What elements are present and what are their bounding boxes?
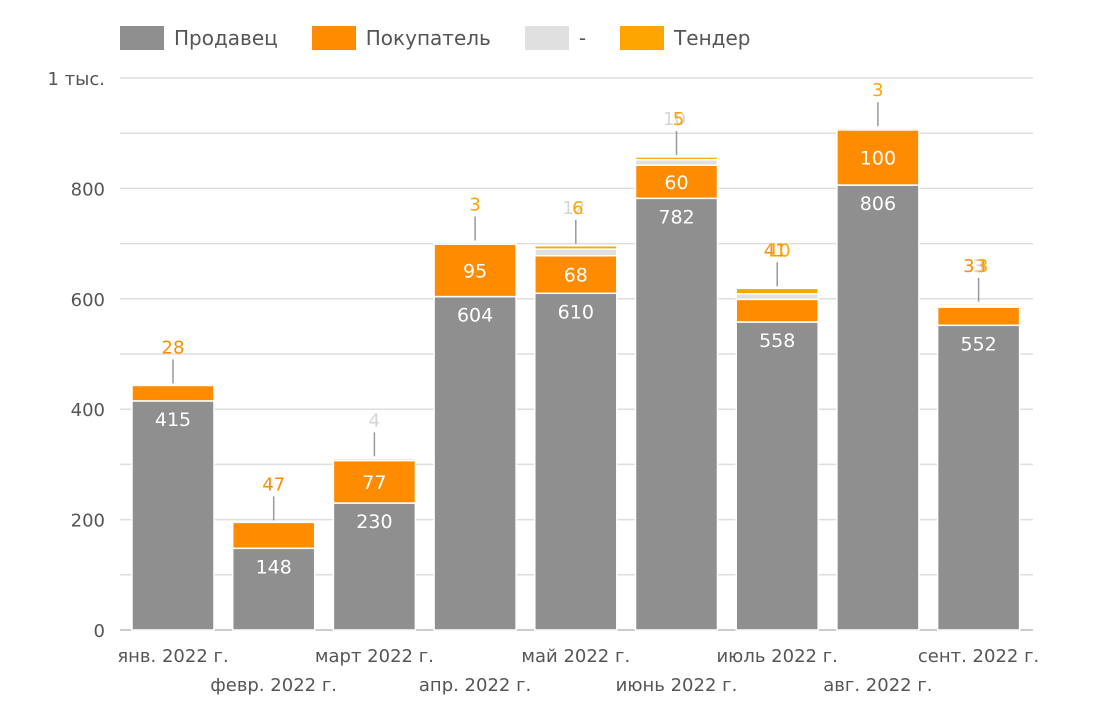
data-label-seller: 552	[960, 333, 996, 355]
legend-label-tender: Тендер	[674, 26, 751, 50]
legend-swatch-tender	[620, 26, 665, 50]
data-label-seller: 415	[155, 409, 191, 431]
data-label-small: 10	[768, 240, 791, 261]
bar-segment	[433, 295, 517, 631]
y-tick-label: 400	[71, 400, 105, 421]
bar-segment	[131, 384, 215, 402]
bar-segment	[332, 502, 417, 631]
data-label-buyer: 100	[860, 147, 896, 169]
data-label-seller: 610	[558, 301, 594, 323]
bar-segment	[231, 521, 316, 550]
legend-label-seller: Продавец	[174, 26, 278, 50]
bar-segment	[735, 293, 819, 301]
bar-segment	[836, 127, 920, 131]
bar-segment	[735, 287, 819, 295]
legend-item-dash[interactable]: -	[524, 26, 587, 50]
x-tick-label: янв. 2022 г.	[117, 646, 228, 667]
bar-segment	[332, 457, 417, 462]
x-tick-label: май 2022 г.	[521, 646, 630, 667]
legend-swatch-seller	[120, 26, 164, 50]
y-tick-label: 600	[71, 290, 105, 311]
legend-item-seller[interactable]: Продавец	[120, 26, 278, 50]
data-label-seller: 148	[256, 556, 292, 578]
bar-segment	[936, 306, 1021, 327]
bar-segment	[634, 164, 719, 200]
y-unit-label: 1 тыс.	[48, 69, 106, 90]
data-label-small: 3	[469, 194, 480, 215]
x-tick-label: июнь 2022 г.	[616, 675, 738, 696]
data-label-small: 33	[963, 256, 986, 277]
legend-item-tender[interactable]: Тендер	[620, 26, 750, 50]
x-tick-label: март 2022 г.	[315, 646, 434, 667]
bar-segment	[634, 158, 719, 166]
data-label-buyer: 68	[564, 265, 588, 287]
bar-segment	[836, 184, 920, 631]
data-label-seller: 782	[658, 206, 694, 228]
data-label-seller: 806	[860, 193, 896, 215]
data-label-small: 28	[162, 337, 185, 358]
x-tick-label: июль 2022 г.	[716, 646, 837, 667]
data-label-seller: 230	[356, 511, 392, 533]
data-label-seller: 558	[759, 330, 795, 352]
bar-segment	[634, 197, 719, 631]
bar-segment	[735, 321, 819, 631]
y-tick-label: 800	[71, 179, 105, 200]
x-tick-label: сент. 2022 г.	[918, 646, 1039, 667]
x-tick-label: февр. 2022 г.	[210, 675, 337, 696]
bar-segment	[131, 400, 215, 631]
bar-segment	[936, 303, 1021, 307]
data-label-small: 3	[973, 256, 984, 277]
legend-swatch-buyer	[311, 26, 356, 50]
data-label-small: 47	[262, 474, 285, 495]
data-label-seller: 604	[457, 305, 493, 327]
legend-swatch-dash	[524, 26, 569, 50]
bar-segment	[231, 547, 316, 631]
bar-segment	[534, 245, 618, 250]
data-label-buyer: 95	[463, 260, 487, 282]
bar-segment	[433, 241, 517, 245]
bar-segment	[534, 248, 618, 257]
bar-segment	[836, 129, 920, 186]
data-label-small: 3	[872, 80, 883, 101]
data-label-small: 41	[764, 240, 787, 261]
data-label-buyer: 77	[362, 472, 386, 494]
legend-label-dash: -	[578, 26, 587, 50]
data-label-small: 6	[572, 198, 583, 219]
legend-label-buyer: Покупатель	[365, 26, 491, 50]
data-label-small: 10	[663, 109, 686, 130]
y-tick-label: 0	[94, 621, 105, 642]
bar-segment	[634, 156, 719, 161]
data-label-small: 4	[369, 410, 380, 431]
legend: Продавец Покупатель - Тендер	[120, 26, 784, 50]
data-label-small: 5	[673, 109, 684, 130]
y-tick-label: 200	[71, 511, 105, 532]
data-label-buyer: 60	[664, 172, 688, 194]
x-tick-label: апр. 2022 г.	[419, 675, 531, 696]
bar-segment	[735, 298, 819, 323]
bar-segment	[534, 292, 618, 631]
data-label-small: 12	[562, 198, 585, 219]
x-tick-label: авг. 2022 г.	[823, 675, 932, 696]
data-label-small: 3	[977, 256, 988, 277]
bar-segment	[936, 324, 1021, 631]
legend-item-buyer[interactable]: Покупатель	[311, 26, 491, 50]
